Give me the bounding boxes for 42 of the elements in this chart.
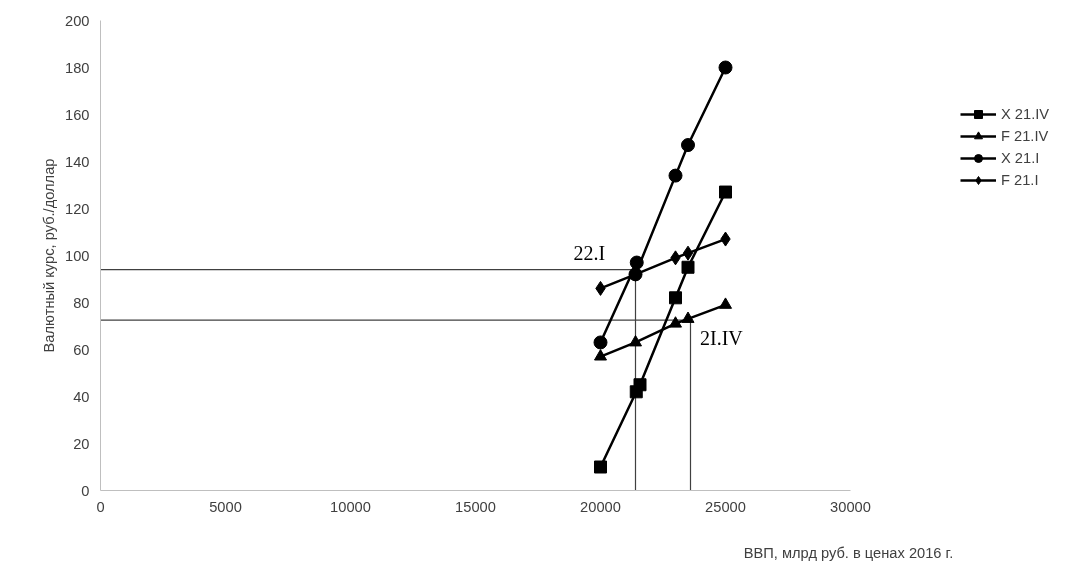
point bbox=[681, 138, 695, 153]
x-tick-label: 25000 bbox=[705, 498, 746, 515]
x-tick-label: 10000 bbox=[330, 498, 371, 515]
legend-label: F 21.I bbox=[1001, 172, 1039, 188]
legend-label: X 21.IV bbox=[1001, 106, 1050, 122]
annotation: 2I.IV bbox=[700, 326, 744, 349]
x-tick-label: 15000 bbox=[455, 498, 496, 515]
y-tick-label: 40 bbox=[73, 388, 90, 405]
y-tick-label: 160 bbox=[65, 106, 90, 123]
annotation: 22.I bbox=[573, 242, 606, 265]
point bbox=[668, 168, 683, 183]
legend-label: X 21.I bbox=[1001, 150, 1040, 166]
y-tick-label: 180 bbox=[65, 59, 90, 76]
point bbox=[718, 60, 733, 75]
point bbox=[669, 316, 682, 328]
y-tick-label: 60 bbox=[73, 341, 90, 358]
x-tick-label: 5000 bbox=[209, 498, 242, 515]
point bbox=[594, 349, 607, 361]
point bbox=[629, 335, 642, 347]
x-tick-label: 0 bbox=[96, 498, 105, 515]
point bbox=[719, 185, 732, 199]
x-tick-label: 20000 bbox=[580, 498, 621, 515]
y-tick-label: 200 bbox=[65, 12, 90, 29]
point bbox=[681, 311, 695, 323]
y-tick-label: 100 bbox=[65, 247, 90, 264]
point bbox=[633, 378, 647, 392]
y-tick-label: 80 bbox=[73, 294, 90, 311]
y-tick-label: 0 bbox=[81, 482, 90, 499]
point bbox=[594, 460, 607, 474]
point bbox=[669, 291, 682, 305]
x-tick-label: 30000 bbox=[830, 498, 871, 515]
point bbox=[719, 297, 732, 309]
point bbox=[682, 245, 694, 261]
y-tick-label: 140 bbox=[65, 153, 90, 170]
x-axis-title: ВВП, млрд руб. в ценах 2016 г. bbox=[743, 544, 954, 561]
point bbox=[681, 260, 695, 274]
point bbox=[629, 255, 644, 270]
point bbox=[593, 335, 608, 350]
y-axis-title: Валютный курс, руб./доллар bbox=[41, 158, 58, 353]
y-tick-label: 120 bbox=[65, 200, 90, 217]
legend-label: F 21.IV bbox=[1001, 128, 1049, 144]
y-tick-label: 20 bbox=[73, 435, 90, 452]
